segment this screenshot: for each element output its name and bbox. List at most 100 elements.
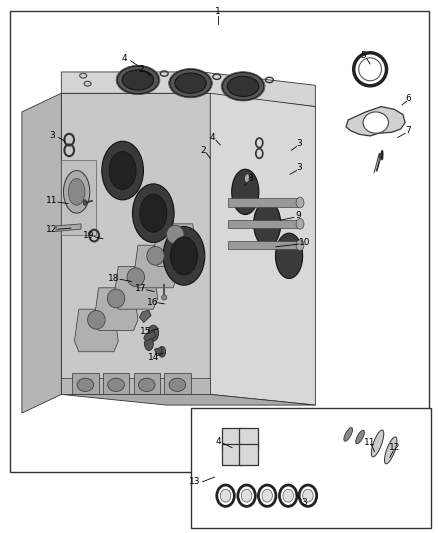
Ellipse shape xyxy=(83,200,87,205)
Ellipse shape xyxy=(371,430,384,457)
Polygon shape xyxy=(346,107,405,136)
Polygon shape xyxy=(144,332,155,341)
FancyBboxPatch shape xyxy=(222,444,242,465)
Ellipse shape xyxy=(80,73,87,78)
Ellipse shape xyxy=(356,430,364,444)
Ellipse shape xyxy=(262,489,272,502)
Ellipse shape xyxy=(276,233,303,278)
Ellipse shape xyxy=(122,70,154,90)
Polygon shape xyxy=(22,93,61,413)
Polygon shape xyxy=(155,348,162,354)
Text: 8: 8 xyxy=(247,174,254,183)
Text: 12: 12 xyxy=(46,225,57,233)
Ellipse shape xyxy=(166,225,184,244)
Polygon shape xyxy=(228,198,298,207)
Ellipse shape xyxy=(220,489,231,502)
Ellipse shape xyxy=(140,194,167,232)
Ellipse shape xyxy=(296,219,304,229)
FancyBboxPatch shape xyxy=(239,444,258,465)
Polygon shape xyxy=(103,373,129,394)
Polygon shape xyxy=(164,373,191,394)
Ellipse shape xyxy=(147,246,164,265)
Ellipse shape xyxy=(159,346,166,357)
Ellipse shape xyxy=(138,378,155,391)
Polygon shape xyxy=(139,310,151,322)
Ellipse shape xyxy=(108,378,124,391)
Polygon shape xyxy=(61,160,96,235)
Ellipse shape xyxy=(84,82,91,86)
Polygon shape xyxy=(134,373,160,394)
Text: 17: 17 xyxy=(135,285,147,293)
Polygon shape xyxy=(94,288,138,330)
Polygon shape xyxy=(72,373,99,394)
Ellipse shape xyxy=(117,66,159,94)
Text: 4: 4 xyxy=(122,54,127,63)
Text: 3: 3 xyxy=(296,164,302,172)
Text: 14: 14 xyxy=(148,353,159,361)
Ellipse shape xyxy=(254,201,281,246)
Text: 15: 15 xyxy=(140,327,152,336)
Ellipse shape xyxy=(223,72,264,100)
Text: 1: 1 xyxy=(215,7,221,16)
Ellipse shape xyxy=(344,427,353,441)
Ellipse shape xyxy=(77,378,94,391)
Text: 5: 5 xyxy=(360,52,367,60)
Bar xyxy=(191,408,431,528)
Text: 4: 4 xyxy=(215,437,221,446)
Ellipse shape xyxy=(170,237,198,275)
Polygon shape xyxy=(61,72,315,107)
Text: 18: 18 xyxy=(108,274,120,282)
Ellipse shape xyxy=(148,325,159,341)
Text: 2: 2 xyxy=(138,65,144,74)
Bar xyxy=(10,11,429,472)
Ellipse shape xyxy=(385,437,397,464)
Polygon shape xyxy=(61,378,210,394)
Polygon shape xyxy=(61,394,315,405)
Polygon shape xyxy=(210,93,315,405)
Text: 3: 3 xyxy=(301,498,307,507)
FancyBboxPatch shape xyxy=(239,428,258,449)
Ellipse shape xyxy=(170,69,212,97)
Ellipse shape xyxy=(107,289,125,308)
Ellipse shape xyxy=(241,489,252,502)
Text: 10: 10 xyxy=(299,238,310,247)
Ellipse shape xyxy=(132,184,174,243)
Text: 3: 3 xyxy=(296,140,302,148)
Ellipse shape xyxy=(102,141,144,200)
Text: 6: 6 xyxy=(405,94,411,103)
Ellipse shape xyxy=(88,310,105,329)
Ellipse shape xyxy=(232,169,259,214)
Ellipse shape xyxy=(244,174,251,183)
Polygon shape xyxy=(114,266,158,309)
Polygon shape xyxy=(134,245,177,288)
Polygon shape xyxy=(153,224,197,266)
Text: 19: 19 xyxy=(83,231,94,240)
Text: 16: 16 xyxy=(147,298,158,307)
Polygon shape xyxy=(56,224,81,231)
Ellipse shape xyxy=(68,179,85,205)
Ellipse shape xyxy=(162,295,167,300)
Ellipse shape xyxy=(163,227,205,285)
FancyBboxPatch shape xyxy=(222,428,242,449)
Text: 11: 11 xyxy=(364,438,375,447)
Text: 4: 4 xyxy=(210,133,215,142)
Ellipse shape xyxy=(109,151,136,190)
Ellipse shape xyxy=(169,378,186,391)
Text: 13: 13 xyxy=(189,478,201,486)
Text: 7: 7 xyxy=(405,126,411,135)
Polygon shape xyxy=(228,220,298,228)
Ellipse shape xyxy=(296,197,304,208)
Ellipse shape xyxy=(127,268,145,287)
Ellipse shape xyxy=(303,489,313,502)
Text: 9: 9 xyxy=(295,212,301,220)
Polygon shape xyxy=(228,241,298,249)
Ellipse shape xyxy=(227,76,259,96)
Text: 3: 3 xyxy=(49,132,56,140)
Ellipse shape xyxy=(64,171,90,213)
Ellipse shape xyxy=(296,240,304,251)
Text: 12: 12 xyxy=(389,443,400,452)
Text: 11: 11 xyxy=(46,197,57,205)
Ellipse shape xyxy=(145,337,153,351)
Polygon shape xyxy=(61,93,210,394)
Ellipse shape xyxy=(175,73,206,93)
